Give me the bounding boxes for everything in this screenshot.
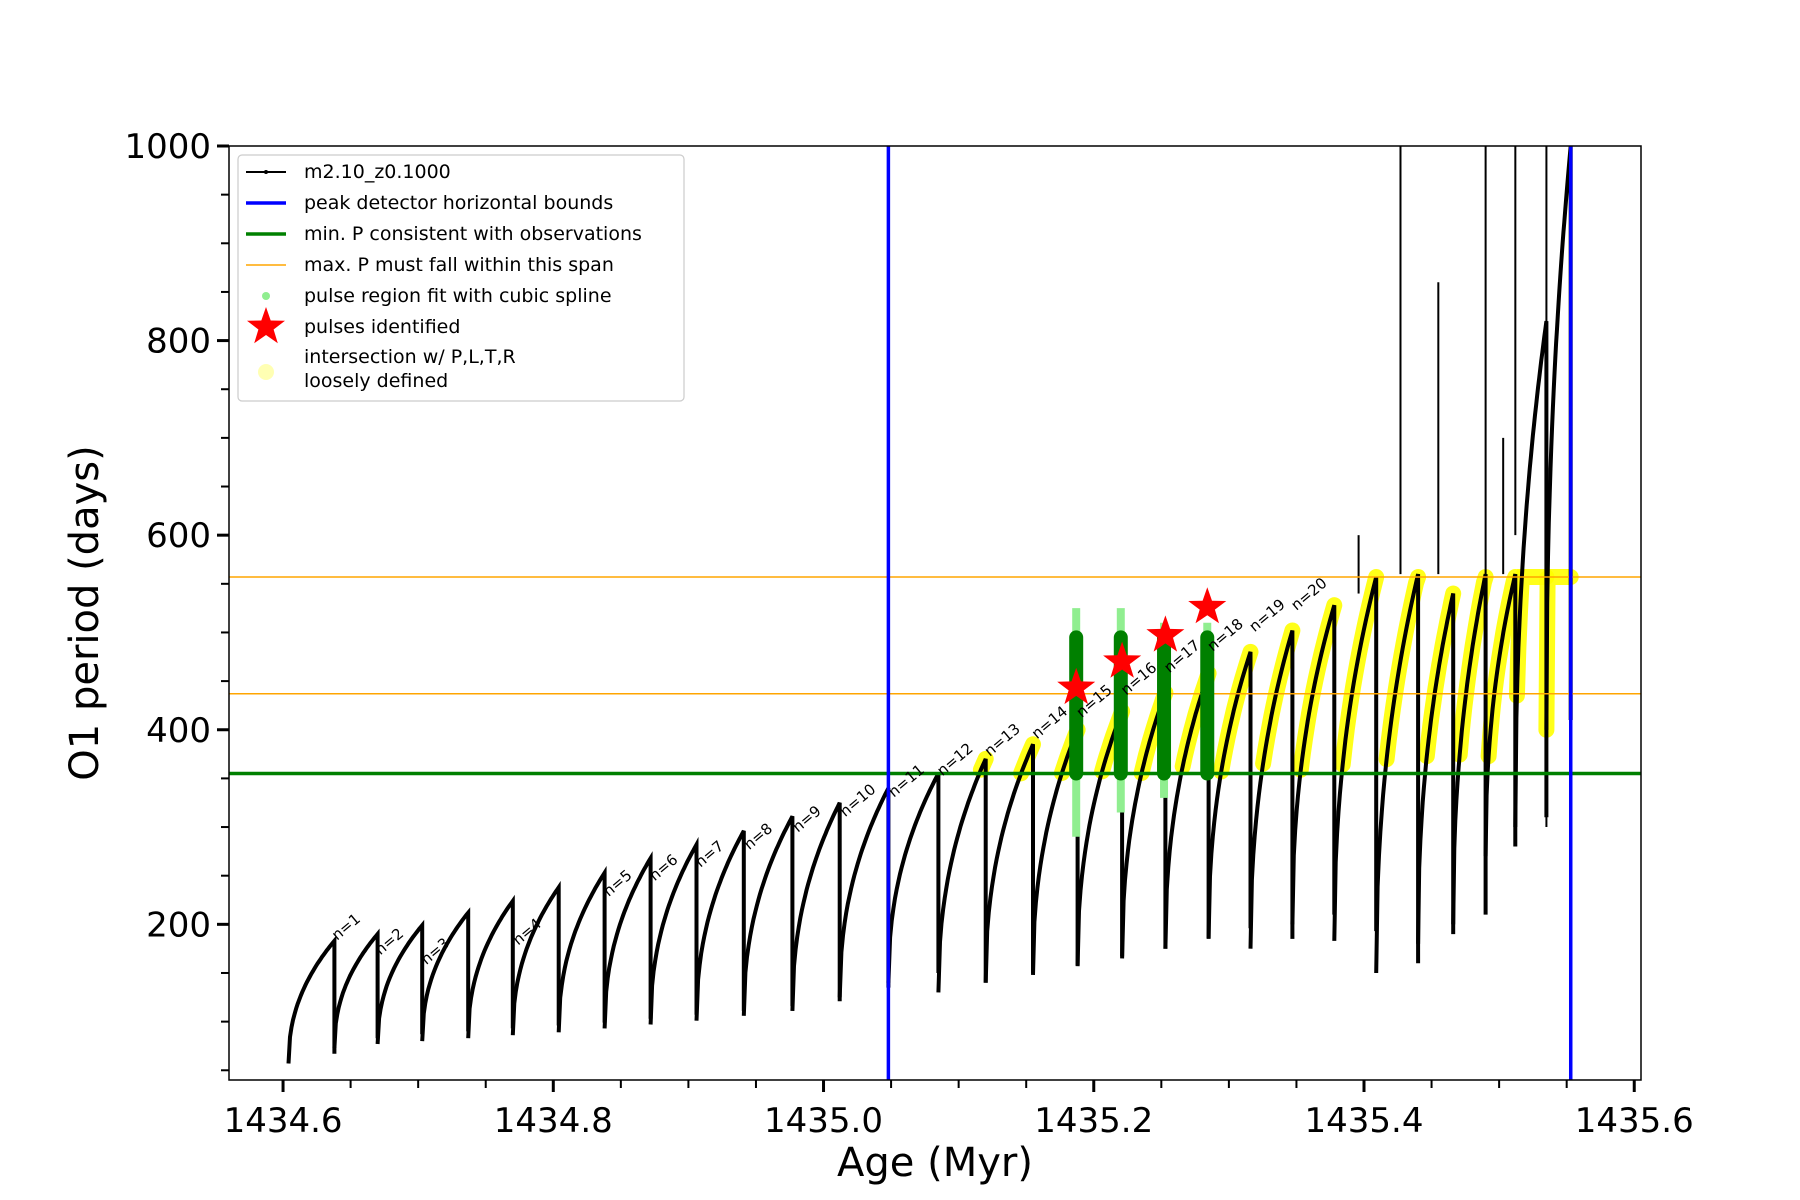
model-pulse-6 [510, 880, 561, 1036]
x-tick-label-4: 1435.2 [1034, 1101, 1153, 1141]
model-pulse-21 [1206, 651, 1253, 939]
pulse-label-13: n=13 [981, 720, 1024, 760]
legend-label-2: peak detector horizontal bounds [304, 192, 613, 214]
pulse-label-18: n=18 [1204, 615, 1247, 655]
legend-swatch-dot [262, 292, 270, 300]
model-pulse-4 [420, 907, 471, 1042]
model-pulse-24 [1332, 576, 1379, 941]
model-pulse-28 [1483, 573, 1518, 857]
x-tick-label-5: 1435.4 [1305, 1101, 1424, 1141]
intersection-region-30 [1538, 569, 1579, 738]
model-pulse-27 [1451, 573, 1488, 925]
x-axis-label: Age (Myr) [837, 1140, 1033, 1186]
model-pulse-30 [1544, 146, 1573, 730]
pulse-label-19: n=19 [1246, 595, 1289, 635]
model-pulse-10 [694, 829, 746, 1021]
x-tick-label-6: 1435.6 [1575, 1101, 1694, 1141]
model-pulse-29 [1513, 320, 1549, 828]
y-tick-label-5: 1000 [124, 127, 211, 167]
legend-swatch-circle [258, 364, 274, 380]
model-pulse-8 [602, 851, 653, 1029]
model-pulse-26 [1416, 593, 1456, 944]
legend-label-6: pulses identified [304, 316, 460, 338]
legend-label-5: pulse region fit with cubic spline [304, 285, 612, 307]
plot-frame [228, 145, 1642, 1081]
model-pulse-7 [556, 865, 607, 1033]
pulse-star-4 [1188, 587, 1227, 624]
y-tick-label-1: 200 [146, 905, 211, 945]
legend-label-7: loosely defined [304, 370, 448, 392]
model-pulse-13 [837, 787, 891, 998]
x-tick-label-2: 1434.8 [494, 1101, 613, 1141]
legend-label-1: m2.10_z0.1000 [304, 161, 451, 183]
model-pulse-2 [332, 928, 380, 1049]
model-pulse-16 [983, 743, 1035, 983]
x-tick-label-3: 1435.0 [764, 1101, 883, 1141]
model-pulse-14 [886, 772, 941, 983]
model-pulse-23 [1290, 604, 1337, 925]
pulse-star-2 [1103, 641, 1142, 678]
legend-label-3: min. P consistent with observations [304, 223, 642, 245]
y-tick-label-2: 400 [146, 711, 211, 751]
legend-box [237, 154, 685, 402]
y-tick-label-4: 800 [146, 322, 211, 362]
legend-label-7: intersection w/ P,L,T,R [304, 346, 516, 368]
pulse-label-20: n=20 [1287, 574, 1330, 614]
pulse-label-1: n=1 [328, 910, 364, 944]
legend-swatch-model-dot [264, 170, 268, 174]
model-pulse-3 [375, 919, 425, 1045]
y-axis-label: O1 period (days) [62, 445, 108, 780]
pulse-star-3 [1146, 615, 1185, 652]
model-pulse-5 [466, 894, 515, 1039]
legend-swatch-star [247, 307, 285, 344]
model-pulse-9 [648, 836, 699, 1025]
model-pulse-12 [790, 801, 842, 1011]
model-pulse-11 [741, 815, 795, 1016]
model-pulse-22 [1248, 629, 1295, 949]
pulse-label-14: n=14 [1028, 702, 1071, 742]
pulse-star-1 [1057, 667, 1096, 705]
legend-label-4: max. P must fall within this span [304, 254, 614, 276]
y-tick-label-3: 600 [146, 516, 211, 556]
model-pulse-25 [1374, 573, 1421, 974]
pulse-label-11: n=11 [885, 761, 928, 801]
model-pulse-15 [936, 758, 988, 993]
model-pulse-1 [286, 935, 337, 1064]
axes: 1434.6 1434.8 1435.0 1435.2 1435.4 1435.6 200 4… [124, 127, 1693, 1141]
pulse-label-10: n=10 [836, 780, 879, 820]
x-tick-label-1: 1434.6 [224, 1101, 343, 1141]
